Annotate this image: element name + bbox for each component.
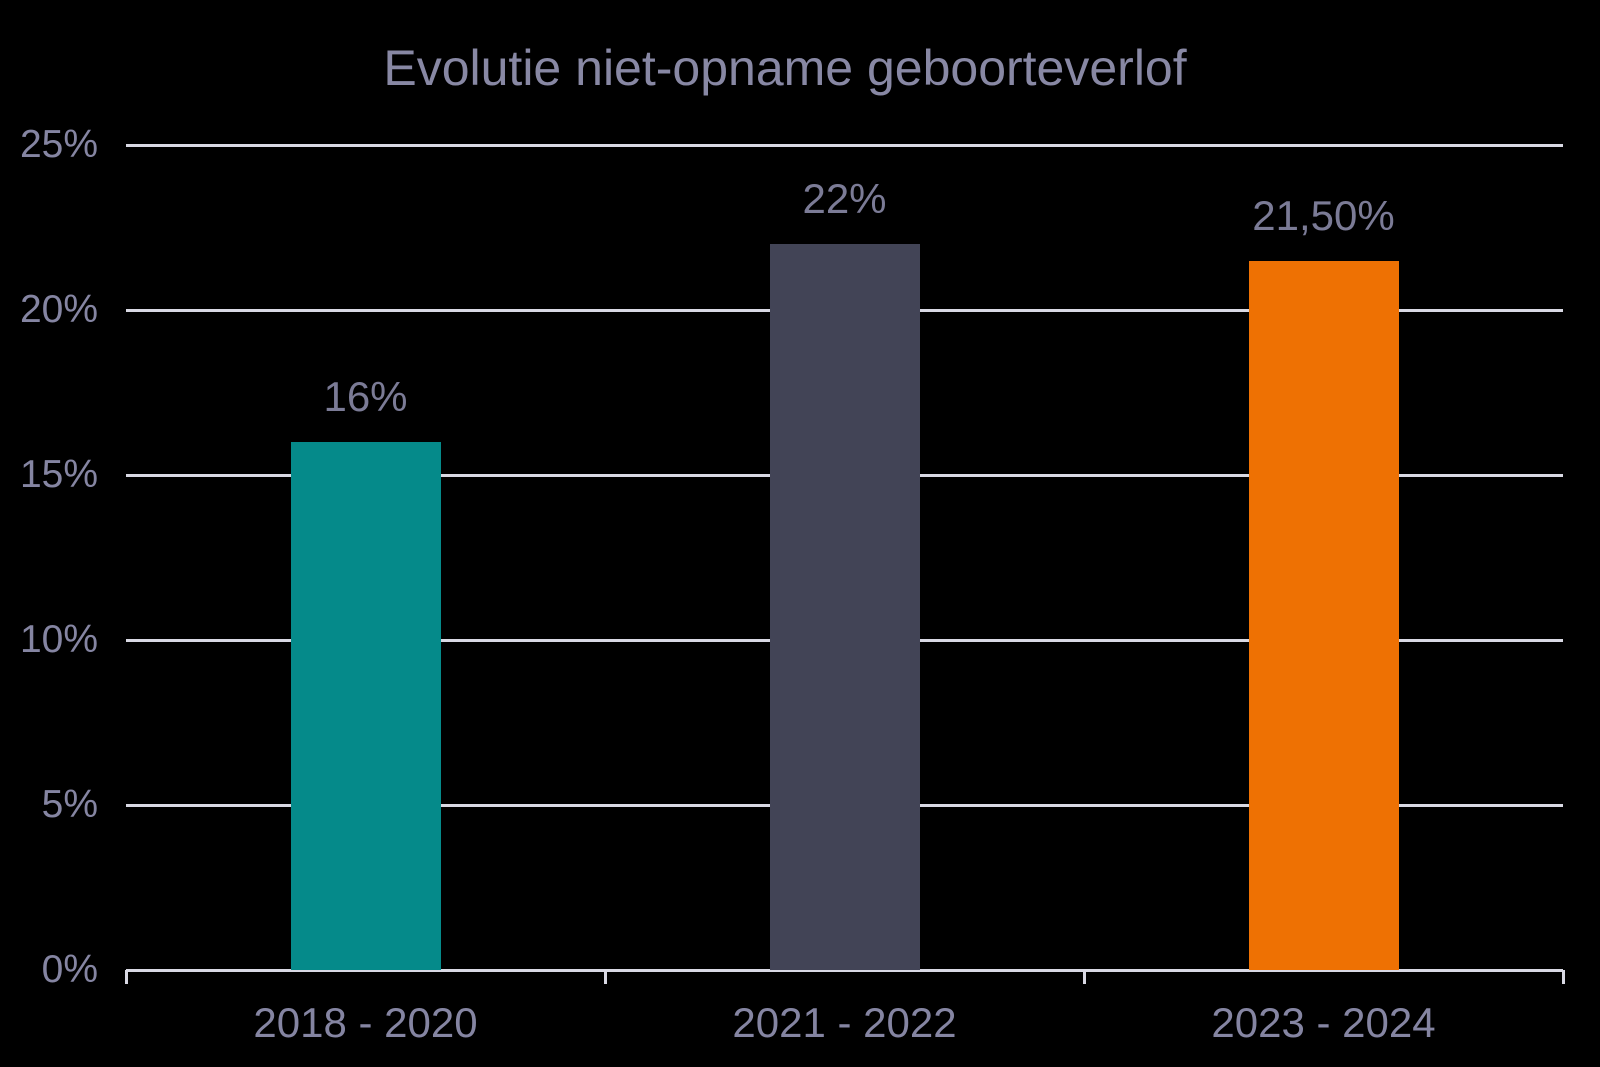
x-axis-tick	[1082, 970, 1086, 984]
bar	[769, 244, 920, 970]
x-axis-category-label: 2021 - 2022	[732, 999, 957, 1046]
bar-value-label: 22%	[802, 175, 887, 222]
y-axis-tick-label: 15%	[19, 453, 98, 496]
y-axis-tick-label: 5%	[41, 783, 98, 826]
bar-value-label: 21,50%	[1252, 191, 1395, 239]
bar	[1248, 260, 1399, 970]
x-axis-category-label: 2023 - 2024	[1211, 999, 1436, 1046]
y-axis-tick-label: 0%	[41, 948, 98, 991]
y-axis-tick-label: 20%	[19, 288, 98, 331]
x-axis-tick	[1561, 970, 1565, 984]
chart-title: Evolutie niet-opname geboorteverlof	[383, 40, 1187, 96]
x-axis-category-label: 2018 - 2020	[253, 999, 478, 1046]
y-axis-tick-label: 25%	[19, 123, 98, 166]
gridline	[126, 143, 1563, 147]
x-axis-tick	[124, 970, 128, 984]
bar-value-label: 16%	[323, 373, 408, 420]
x-axis-line	[126, 968, 1563, 972]
y-axis-tick-label: 10%	[19, 618, 98, 661]
x-axis-tick	[603, 970, 607, 984]
bar	[290, 442, 441, 970]
